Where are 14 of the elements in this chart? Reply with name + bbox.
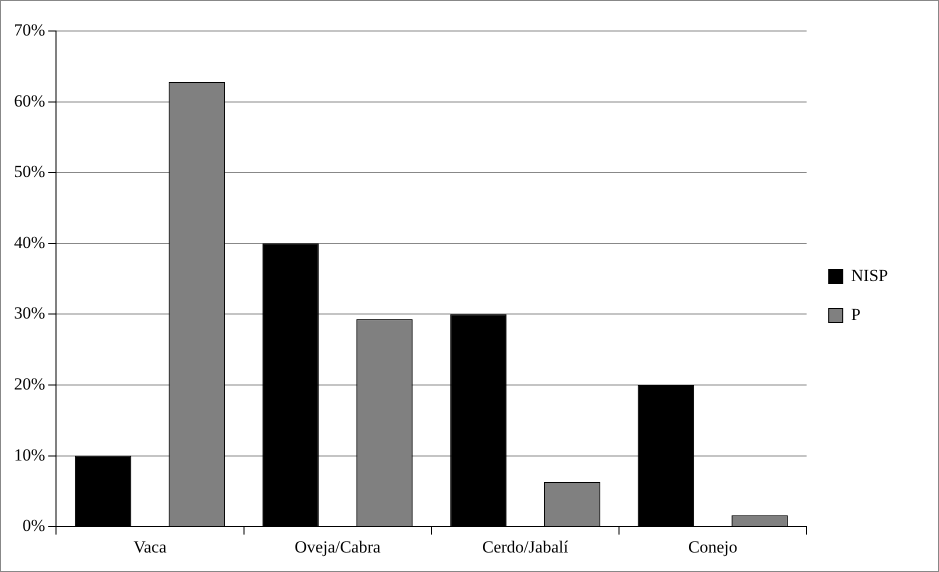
legend-label: P bbox=[851, 304, 861, 324]
y-tick-label: 60% bbox=[14, 91, 46, 110]
x-tick-label: Vaca bbox=[133, 537, 167, 556]
y-tick-label: 70% bbox=[14, 20, 46, 40]
y-tick-label: 40% bbox=[14, 232, 46, 252]
legend-label: NISP bbox=[851, 266, 888, 285]
x-tick-label: Conejo bbox=[688, 537, 738, 556]
y-tick-label: 50% bbox=[14, 162, 46, 182]
x-tick-label: Oveja/Cabra bbox=[294, 537, 381, 556]
x-tick-label: Cerdo/Jabalí bbox=[482, 537, 568, 556]
y-tick-label: 10% bbox=[14, 445, 46, 464]
y-tick-label: 0% bbox=[22, 516, 46, 536]
y-tick-label: 30% bbox=[14, 304, 46, 323]
y-tick-label: 20% bbox=[14, 374, 46, 394]
